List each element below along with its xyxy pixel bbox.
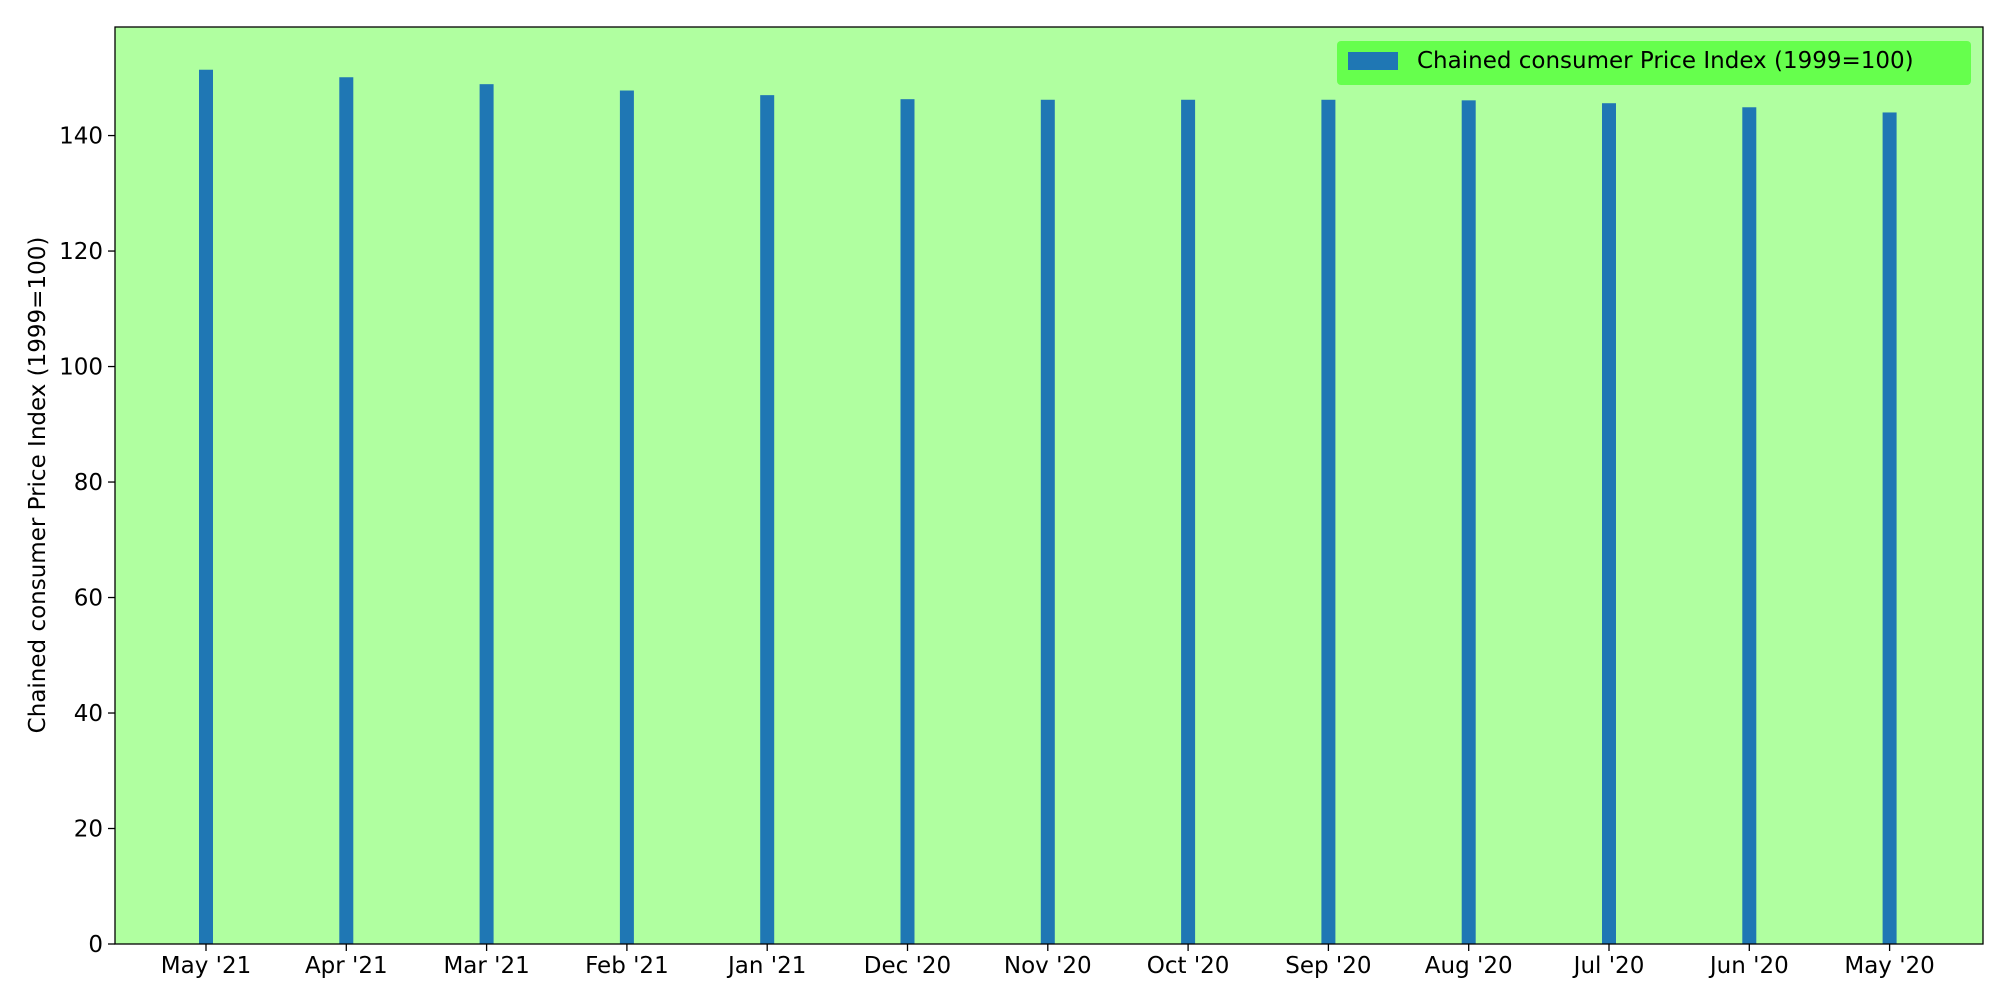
x-tick-label: Mar '21: [443, 953, 529, 979]
y-tick-label: 80: [74, 470, 103, 496]
y-tick-label: 100: [59, 355, 103, 381]
bar[interactable]: [1321, 99, 1336, 944]
x-tick-label: Apr '21: [305, 953, 388, 979]
legend[interactable]: Chained consumer Price Index (1999=100): [1337, 41, 1971, 85]
x-tick-label: Aug '20: [1425, 953, 1513, 979]
x-tick-label: Dec '20: [864, 953, 951, 979]
y-tick-label: 40: [74, 701, 103, 727]
bar[interactable]: [900, 99, 915, 945]
x-tick-label: May '20: [1844, 953, 1934, 979]
bar[interactable]: [339, 77, 354, 945]
y-tick-label: 60: [74, 586, 103, 612]
x-axis-ticks: May '21 Apr '21 Mar '21 Feb '21 Jan '21 Dec '…: [161, 944, 1935, 979]
bar[interactable]: [1181, 99, 1196, 944]
bar[interactable]: [199, 69, 213, 945]
x-tick-label: Feb '21: [585, 953, 669, 979]
x-tick-label: Jun '20: [1708, 953, 1789, 979]
legend-swatch: [1348, 52, 1398, 70]
bars: [199, 69, 1897, 945]
y-axis-ticks: 0 20 40 60 80 100 120 140: [59, 124, 115, 958]
bar[interactable]: [1602, 103, 1616, 945]
bar[interactable]: [479, 84, 494, 945]
bar[interactable]: [1040, 99, 1055, 944]
y-tick-label: 120: [59, 239, 103, 265]
plot-frame: [114, 26, 1984, 945]
bar[interactable]: [619, 90, 634, 944]
x-tick-label: Jul '20: [1572, 953, 1645, 979]
bar[interactable]: [1461, 100, 1476, 945]
x-tick-label: May '21: [161, 953, 251, 979]
y-tick-label: 20: [74, 817, 103, 843]
bar[interactable]: [760, 95, 775, 944]
x-tick-label: Oct '20: [1147, 953, 1230, 979]
legend-box: [1337, 41, 1971, 85]
legend-label: Chained consumer Price Index (1999=100): [1417, 48, 1914, 74]
x-tick-label: Nov '20: [1004, 953, 1092, 979]
bar[interactable]: [1742, 107, 1757, 944]
y-axis-title: Chained consumer Price Index (1999=100): [25, 237, 51, 734]
x-tick-label: Sep '20: [1285, 953, 1371, 979]
x-tick-label: Jan '21: [726, 953, 806, 979]
y-tick-label: 0: [88, 932, 103, 958]
y-tick-label: 140: [59, 124, 103, 150]
bar[interactable]: [1882, 112, 1897, 944]
